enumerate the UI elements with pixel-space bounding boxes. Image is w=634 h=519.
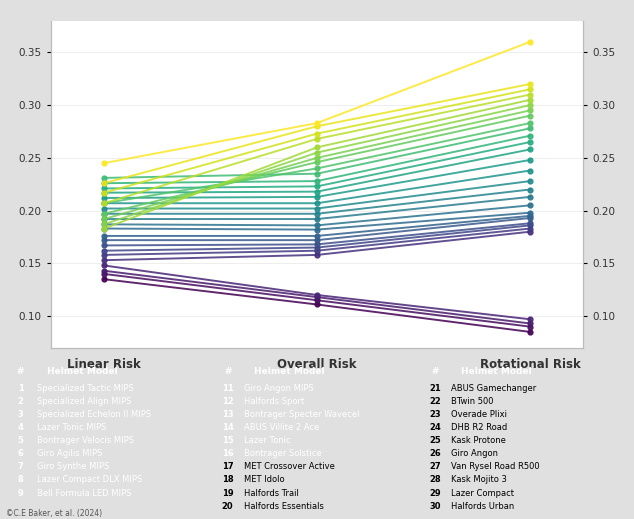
Text: Bontrager Specter Wavecel: Bontrager Specter Wavecel [244,410,359,419]
Text: ABUS Villite 2 Ace: ABUS Villite 2 Ace [244,423,319,432]
Text: 13: 13 [222,410,233,419]
Text: Bell Formula LED MIPS: Bell Formula LED MIPS [37,488,131,498]
Text: Kask Mojito 3: Kask Mojito 3 [451,475,507,484]
Text: Lazer Compact: Lazer Compact [451,488,514,498]
Text: #: # [431,366,439,376]
Text: 23: 23 [429,410,441,419]
Text: 18: 18 [222,475,233,484]
Text: ©C.E Baker, et al. (2024): ©C.E Baker, et al. (2024) [6,509,103,518]
Text: Giro Synthe MIPS: Giro Synthe MIPS [37,462,109,471]
Text: 7: 7 [18,462,23,471]
Text: 2: 2 [18,397,23,406]
Text: ABUS Gamechanger: ABUS Gamechanger [451,384,536,392]
Text: 3: 3 [18,410,23,419]
Text: Specialized Align MIPS: Specialized Align MIPS [37,397,131,406]
Text: 15: 15 [222,436,233,445]
Text: 1: 1 [18,384,23,392]
Text: 30: 30 [429,502,441,511]
Text: Lazer Tonic: Lazer Tonic [244,436,290,445]
Text: Overade Plixi: Overade Plixi [451,410,507,419]
Text: Halfords Sport: Halfords Sport [244,397,304,406]
Text: Bontrager Solstice: Bontrager Solstice [244,449,321,458]
Text: 12: 12 [222,397,233,406]
Text: 25: 25 [429,436,441,445]
Text: 24: 24 [429,423,441,432]
Text: 4: 4 [18,423,23,432]
Text: 19: 19 [222,488,233,498]
Text: #: # [224,366,231,376]
Text: 8: 8 [18,475,23,484]
Text: Halfords Urban: Halfords Urban [451,502,514,511]
Text: 16: 16 [222,449,233,458]
Text: Giro Angon MIPS: Giro Angon MIPS [244,384,314,392]
Text: Halfords Trail: Halfords Trail [244,488,299,498]
Text: Specialized Tactic MIPS: Specialized Tactic MIPS [37,384,134,392]
Text: 27: 27 [429,462,441,471]
Text: 9: 9 [18,488,23,498]
Text: Kask Protone: Kask Protone [451,436,506,445]
Text: Bontrager Velocis MIPS: Bontrager Velocis MIPS [37,436,134,445]
Text: 6: 6 [18,449,23,458]
Text: 17: 17 [222,462,233,471]
Text: Halfords Essentials: Halfords Essentials [244,502,324,511]
Text: 28: 28 [429,475,441,484]
Text: 22: 22 [429,397,441,406]
Text: Lazer Tonic MIPS: Lazer Tonic MIPS [37,423,107,432]
Text: DHB R2 Road: DHB R2 Road [451,423,507,432]
Text: Giro Angon: Giro Angon [451,449,498,458]
Text: Lazer Compact DLX MIPS: Lazer Compact DLX MIPS [37,475,142,484]
Text: 14: 14 [222,423,233,432]
Text: Van Rysel Road R500: Van Rysel Road R500 [451,462,540,471]
Text: 21: 21 [429,384,441,392]
Text: 11: 11 [222,384,233,392]
Text: Helmet Model: Helmet Model [47,366,118,376]
Text: 29: 29 [429,488,441,498]
Text: Helmet Model: Helmet Model [461,366,532,376]
Text: Giro Agilis MIPS: Giro Agilis MIPS [37,449,102,458]
Text: MET Crossover Active: MET Crossover Active [244,462,335,471]
Text: MET Idolo: MET Idolo [244,475,285,484]
Text: 26: 26 [429,449,441,458]
Text: Specialized Echelon II MIPS: Specialized Echelon II MIPS [37,410,151,419]
Text: 5: 5 [18,436,23,445]
Text: 20: 20 [222,502,233,511]
Text: BTwin 500: BTwin 500 [451,397,493,406]
Text: #: # [17,366,24,376]
Text: Helmet Model: Helmet Model [254,366,325,376]
